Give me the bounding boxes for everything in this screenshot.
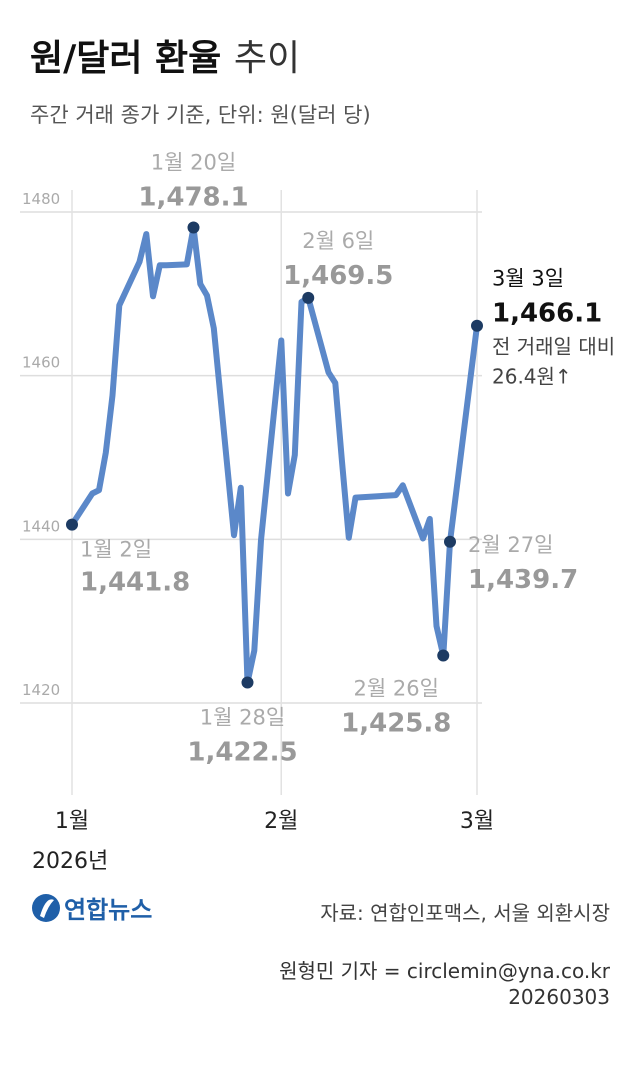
- series-line: [69, 224, 480, 686]
- highlight-marker: [302, 291, 315, 304]
- logo-mark: [40, 899, 54, 918]
- source: 자료: 연합인포맥스, 서울 외환시장: [320, 901, 610, 925]
- chart-title: 원/달러 환율 추이: [30, 38, 300, 79]
- highlight-marker: [437, 649, 450, 662]
- highlight-marker: [187, 221, 200, 234]
- highlight-note: 전 거래일 대비: [492, 335, 615, 359]
- title-main: 원/달러 환율: [30, 38, 221, 79]
- highlight-value: 1,466.1: [492, 299, 602, 329]
- highlight-date: 2월 6일: [302, 229, 374, 253]
- highlight-date: 1월 20일: [151, 151, 236, 175]
- highlight-date: 1월 28일: [200, 706, 285, 730]
- highlight-marker: [241, 676, 254, 689]
- title-suffix: 추이: [234, 38, 300, 79]
- highlight-value: 1,439.7: [468, 565, 578, 595]
- highlight-value: 1,478.1: [138, 183, 248, 213]
- date: 20260303: [508, 985, 610, 1009]
- logo-text: 연합뉴스: [64, 896, 152, 924]
- highlight-date: 2월 26일: [354, 677, 439, 701]
- y-tick-label: 1460: [22, 354, 60, 372]
- x-tick-label: 3월: [460, 809, 494, 834]
- highlight-date: 2월 27일: [468, 533, 553, 557]
- x-year-label: 2026년: [32, 849, 108, 874]
- y-tick-label: 1480: [22, 190, 60, 208]
- highlight-value: 1,422.5: [187, 738, 297, 768]
- highlight-date: 3월 3일: [492, 267, 564, 291]
- plot: [69, 224, 480, 686]
- highlight-value: 1,469.5: [283, 261, 393, 291]
- subtitle: 주간 거래 종가 기준, 단위: 원(달러 당): [30, 103, 371, 127]
- highlight-note: 26.4원↑: [492, 365, 572, 389]
- highlight-marker: [444, 535, 456, 548]
- highlight-value: 1,441.8: [80, 568, 190, 598]
- x-tick-label: 1월: [55, 809, 89, 834]
- highlight-date: 1월 2일: [80, 538, 152, 562]
- logo: 연합뉴스: [32, 894, 152, 924]
- highlight-marker: [66, 518, 78, 531]
- annotations: 1월 2일 1,441.8 1월 20일 1,478.1 1월 28일 1,422.5 2월…: [66, 151, 615, 768]
- highlight-marker: [471, 319, 483, 332]
- x-tick-label: 2월: [264, 809, 298, 834]
- y-tick-label: 1420: [22, 681, 60, 699]
- highlight-value: 1,425.8: [341, 709, 451, 739]
- credit: 원형민 기자 = circlemin@yna.co.kr: [279, 959, 611, 983]
- y-tick-label: 1440: [22, 517, 60, 535]
- grid: 1420 1440 1460 1480 1월 2월 3월: [20, 190, 494, 834]
